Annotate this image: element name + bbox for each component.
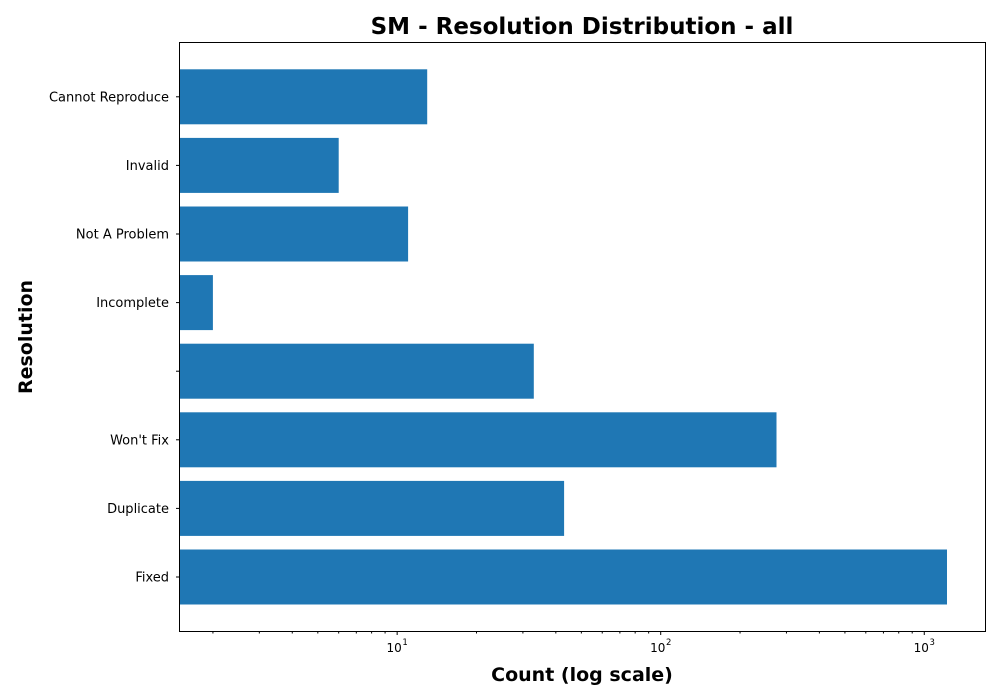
bar-duplicate — [180, 480, 565, 536]
x-tick-label: 10 — [914, 641, 929, 655]
bar-fixed — [180, 549, 947, 605]
x-tick-label-exponent: 1 — [402, 638, 407, 648]
bar-unlabeled — [180, 343, 534, 399]
plot-frame — [179, 42, 986, 632]
x-tick-label-exponent: 3 — [930, 638, 935, 648]
y-tick-label-invalid: Invalid — [126, 159, 169, 174]
bar-cannot-reproduce — [180, 69, 428, 125]
y-tick-label-duplicate: Duplicate — [107, 502, 169, 517]
y-axis-label: Resolution — [15, 280, 37, 394]
x-axis-label: Count (log scale) — [491, 664, 673, 686]
bar-won-t-fix — [180, 412, 777, 468]
y-tick-label-not-a-problem: Not A Problem — [76, 228, 169, 243]
y-tick-label-incomplete: Incomplete — [96, 296, 169, 311]
bar-not-a-problem — [180, 206, 409, 262]
x-axis-ticks: 10 1 10 2 10 3 — [212, 631, 935, 655]
y-axis-ticks: Fixed Duplicate Won't Fix Incomplete Not A P… — [49, 90, 180, 586]
bar-invalid — [180, 137, 339, 193]
x-tick-label: 10 — [387, 641, 402, 655]
bar-incomplete — [180, 275, 213, 331]
bars-group — [180, 69, 947, 605]
x-tick-label-exponent: 2 — [666, 638, 671, 648]
chart-title: SM - Resolution Distribution - all — [371, 14, 794, 40]
y-tick-label-fixed: Fixed — [135, 571, 169, 586]
x-tick-label: 10 — [650, 641, 665, 655]
y-tick-label-cannot-reproduce: Cannot Reproduce — [49, 90, 169, 105]
y-tick-label-won-t-fix: Won't Fix — [110, 433, 169, 448]
